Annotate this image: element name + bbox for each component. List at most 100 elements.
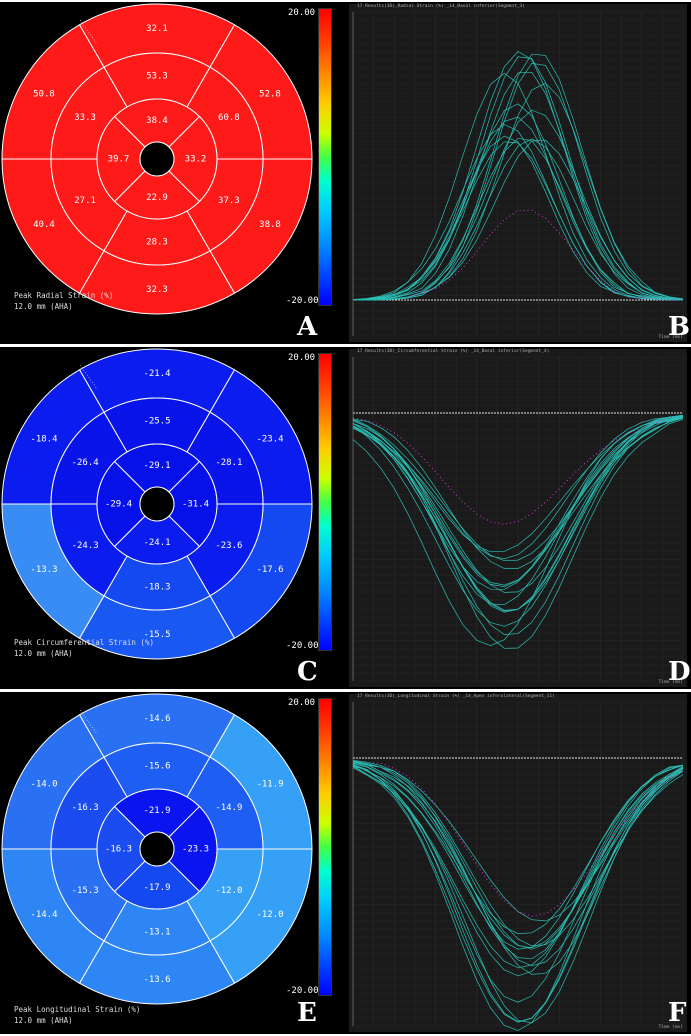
segment-value-outer-1: -14.6 bbox=[143, 714, 170, 724]
highlight-curve bbox=[352, 414, 684, 525]
segment-value-mid-6: 33.3 bbox=[74, 113, 96, 123]
segment-curve bbox=[352, 109, 684, 301]
bullseye-svg: -14.6 -11.9 -12.0 -13.6 -14.4 -14.0 -15.6 -14.9… bbox=[1, 693, 313, 1005]
segment-value-inner-2: -23.3 bbox=[182, 845, 209, 855]
bullseye-circumferential: -21.4 -23.4 -17.6 -15.5 -13.3 -18.4 -25.5 -28.1… bbox=[0, 347, 315, 689]
segment-value-outer-2: 52.8 bbox=[259, 89, 281, 99]
segment-curve bbox=[352, 72, 684, 301]
segment-value-outer-3: -17.6 bbox=[256, 565, 283, 575]
segment-curve bbox=[352, 761, 684, 950]
segment-value-outer-2: -23.4 bbox=[256, 434, 283, 444]
segment-value-mid-5: -15.3 bbox=[72, 886, 99, 896]
caption: Peak Radial Strain (%) 12.0 mm (AHA) bbox=[14, 290, 113, 312]
reference-marker bbox=[79, 364, 98, 390]
colorbar bbox=[318, 8, 332, 306]
segment-value-outer-4: -13.6 bbox=[143, 975, 170, 985]
colorbar-min-label: -20.00 bbox=[286, 296, 319, 306]
center-hole bbox=[139, 486, 175, 522]
segment-curve bbox=[352, 56, 684, 301]
time-axis-label: Time (ms) bbox=[658, 1025, 683, 1030]
graph-title: 17 Results(3D)_Circumferential Strain (%… bbox=[357, 349, 550, 354]
segment-value-mid-1: -15.6 bbox=[143, 762, 170, 772]
bullseye-longitudinal: -14.6 -11.9 -12.0 -13.6 -14.4 -14.0 -15.6 -14.9… bbox=[0, 692, 315, 1034]
caption-title: Peak Radial Strain (%) bbox=[14, 291, 114, 300]
segment-curve bbox=[352, 417, 684, 569]
segment-curve bbox=[352, 766, 684, 1031]
segment-value-inner-4: -16.3 bbox=[105, 845, 132, 855]
segment-value-mid-6: -16.3 bbox=[72, 803, 99, 813]
segment-curve bbox=[352, 762, 684, 960]
bullseye-svg: 32.1 52.8 38.8 32.3 40.4 50.8 53.3 60.8 37.3 28.3… bbox=[1, 3, 313, 315]
curve-svg bbox=[352, 356, 684, 682]
segment-value-mid-4: 28.3 bbox=[146, 238, 168, 248]
segment-value-outer-5: -13.3 bbox=[30, 565, 57, 575]
panel-letter: E bbox=[297, 998, 317, 1028]
segment-value-mid-5: -24.3 bbox=[72, 541, 99, 551]
strain-curve-graph: 17 Results(3D)_Longitudinal Strain (%) _… bbox=[349, 694, 687, 1032]
segment-value-mid-3: -12.0 bbox=[215, 886, 242, 896]
bullseye-svg: -21.4 -23.4 -17.6 -15.5 -13.3 -18.4 -25.5 -28.1… bbox=[1, 348, 313, 660]
segment-value-outer-3: -12.0 bbox=[256, 910, 283, 920]
graph-title: 17 Results(3D)_Longitudinal Strain (%) _… bbox=[357, 694, 555, 699]
segment-value-outer-6: 50.8 bbox=[33, 89, 55, 99]
segment-value-outer-6: -14.0 bbox=[30, 779, 57, 789]
segment-value-inner-4: 39.7 bbox=[108, 155, 130, 165]
colorbar-max-label: 20.00 bbox=[288, 8, 316, 18]
segment-value-mid-6: -26.4 bbox=[72, 458, 99, 468]
time-axis-label: Time (ms) bbox=[658, 335, 683, 340]
segment-value-inner-1: -29.1 bbox=[143, 461, 170, 471]
panel-longitudinal: -14.6 -11.9 -12.0 -13.6 -14.4 -14.0 -15.6 -14.9… bbox=[0, 692, 691, 1034]
segment-value-outer-4: 32.3 bbox=[146, 285, 168, 295]
colorbar-min-label: -20.00 bbox=[286, 986, 319, 996]
colorbar-max-label: 20.00 bbox=[288, 353, 316, 363]
segment-curve bbox=[352, 759, 684, 922]
segment-value-mid-4: -13.1 bbox=[143, 928, 170, 938]
segment-value-mid-4: -18.3 bbox=[143, 583, 170, 593]
panel-letter: A bbox=[297, 312, 318, 342]
segment-curve bbox=[352, 418, 684, 649]
segment-value-mid-3: 37.3 bbox=[218, 196, 240, 206]
segment-curve bbox=[352, 415, 684, 606]
segment-value-mid-2: -14.9 bbox=[215, 803, 242, 813]
caption-title: Peak Circumferential Strain (%) bbox=[14, 638, 154, 647]
segment-value-mid-3: -23.6 bbox=[215, 541, 242, 551]
strain-curve-graph: 17 Results(3D)_Radial Strain (%) _14_Bas… bbox=[349, 4, 687, 342]
segment-value-mid-2: 60.8 bbox=[218, 113, 240, 123]
graph-letter: B bbox=[668, 312, 690, 342]
segment-value-outer-1: -21.4 bbox=[143, 369, 170, 379]
graph-letter: D bbox=[668, 657, 691, 687]
segment-curve bbox=[352, 137, 684, 301]
colorbar bbox=[318, 353, 332, 651]
segment-value-inner-3: -24.1 bbox=[143, 538, 170, 548]
bullseye-radial: 32.1 52.8 38.8 32.3 40.4 50.8 53.3 60.8 37.3 28.3… bbox=[0, 2, 315, 344]
segment-curve bbox=[352, 417, 684, 635]
caption-subtitle: 12.0 mm (AHA) bbox=[14, 1016, 73, 1025]
caption-title: Peak Longitudinal Strain (%) bbox=[14, 1005, 141, 1014]
segment-value-mid-1: 53.3 bbox=[146, 72, 168, 82]
panel-circumferential: -21.4 -23.4 -17.6 -15.5 -13.3 -18.4 -25.5 -28.1… bbox=[0, 347, 691, 689]
caption: Peak Circumferential Strain (%) 12.0 mm … bbox=[14, 637, 154, 659]
time-axis-label: Time (ms) bbox=[658, 680, 683, 685]
segment-value-outer-6: -18.4 bbox=[30, 434, 57, 444]
segment-curve bbox=[352, 416, 684, 593]
segment-curve bbox=[352, 71, 684, 301]
segment-curve bbox=[352, 414, 684, 553]
segment-value-outer-1: 32.1 bbox=[146, 24, 168, 34]
segment-curve bbox=[352, 416, 684, 562]
caption-subtitle: 12.0 mm (AHA) bbox=[14, 302, 73, 311]
segment-value-inner-1: -21.9 bbox=[143, 806, 170, 816]
curve-svg bbox=[352, 701, 684, 1031]
curve-svg bbox=[352, 11, 684, 337]
segment-value-mid-1: -25.5 bbox=[143, 417, 170, 427]
segment-curve bbox=[352, 141, 684, 301]
segment-value-outer-5: 40.4 bbox=[33, 220, 55, 230]
segment-curve bbox=[352, 764, 684, 1024]
segment-value-inner-3: 22.9 bbox=[146, 193, 168, 203]
segment-curve bbox=[352, 82, 684, 301]
graph-letter: F bbox=[668, 998, 687, 1028]
segment-curve bbox=[352, 761, 684, 975]
caption-subtitle: 12.0 mm (AHA) bbox=[14, 649, 73, 658]
graph-title: 17 Results(3D)_Radial Strain (%) _14_Bas… bbox=[357, 4, 525, 9]
segment-curve bbox=[352, 415, 684, 590]
segment-value-mid-5: 27.1 bbox=[74, 196, 96, 206]
